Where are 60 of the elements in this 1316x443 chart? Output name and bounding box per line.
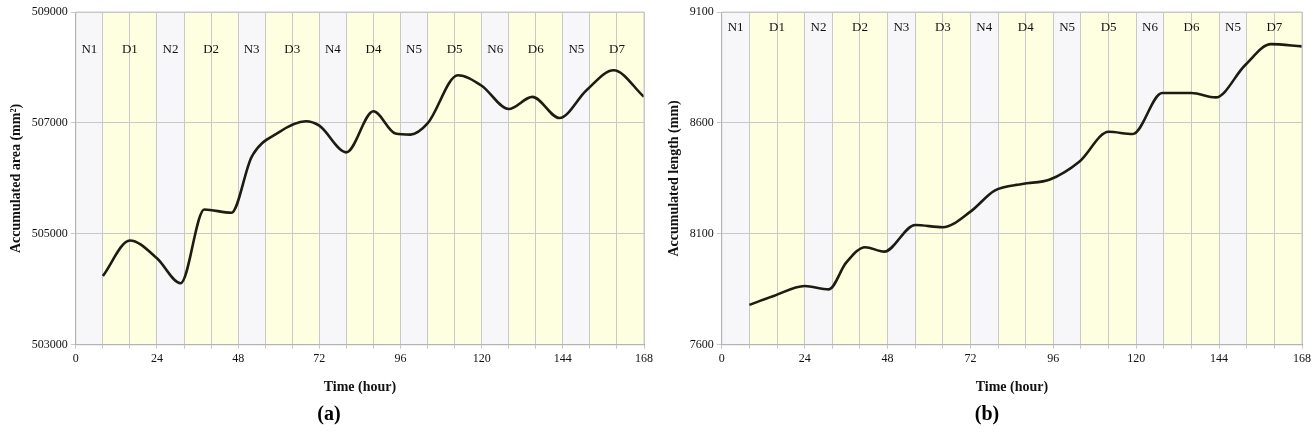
y-tick-label: 8600 — [689, 115, 714, 130]
line-series — [748, 42, 1302, 307]
band-label: D4 — [365, 41, 382, 57]
text: (b) — [973, 402, 1001, 425]
band-label: N3 — [893, 19, 910, 35]
band-label: D5 — [446, 41, 463, 57]
y-tick-label: 503000 — [31, 336, 68, 351]
band-label: D1 — [769, 19, 785, 35]
band-label: D7 — [609, 41, 626, 57]
band-label: D3 — [934, 19, 951, 35]
band-label: D4 — [1017, 19, 1035, 35]
x-tick-label: 120 — [1127, 351, 1146, 366]
x-tick-label: 120 — [472, 351, 491, 366]
band-label: D6 — [1183, 19, 1200, 35]
band-label: D2 — [852, 19, 868, 35]
x-tick-label: 144 — [553, 351, 572, 366]
x-tick-label: 24 — [798, 351, 811, 366]
band-label: N6 — [1142, 19, 1159, 35]
band-label: D2 — [203, 41, 220, 57]
band-label: N2 — [810, 19, 827, 35]
x-tick-label: 0 — [718, 351, 725, 366]
x-axis-title: Time (hour) — [323, 379, 397, 396]
x-tick-label: 72 — [964, 351, 977, 366]
y-tick-label: 505000 — [31, 226, 68, 241]
band-label: N5 — [568, 41, 585, 57]
band-label: N1 — [81, 41, 98, 57]
y-tick-label: 509000 — [31, 4, 68, 19]
y-tick-label: 8100 — [689, 226, 714, 241]
y-tick-label: 7600 — [689, 336, 714, 351]
x-tick-label: 0 — [72, 351, 79, 366]
band-label: N4 — [976, 19, 993, 35]
x-tick-label: 48 — [232, 351, 245, 366]
band-label: N5 — [1059, 19, 1076, 35]
text: (a) — [316, 402, 342, 425]
band-label: D7 — [1266, 19, 1283, 35]
band-label: D6 — [527, 41, 545, 57]
x-tick-label: 96 — [394, 351, 407, 366]
band-label: N5 — [406, 41, 422, 57]
x-tick-label: 96 — [1047, 351, 1060, 366]
x-tick-label: 168 — [635, 351, 653, 366]
band-label: D3 — [284, 41, 301, 57]
band-label: N2 — [162, 41, 179, 57]
y-axis-title: Accumulated area (mm²) — [8, 103, 25, 254]
x-axis-title: Time (hour) — [975, 379, 1049, 396]
y-axis-title: Accumulated length (mm) — [666, 99, 683, 257]
y-tick-label: 507000 — [31, 115, 68, 130]
x-tick-label: 24 — [150, 351, 163, 366]
band-label: N4 — [324, 41, 342, 57]
x-tick-label: 144 — [1210, 351, 1229, 366]
x-tick-label: 48 — [881, 351, 894, 366]
band-label: N5 — [1224, 19, 1241, 35]
band-label: N1 — [727, 19, 744, 35]
band-label: D1 — [121, 41, 138, 57]
x-tick-label: 168 — [1293, 351, 1311, 366]
x-tick-label: 72 — [313, 351, 326, 366]
band-label: D5 — [1100, 19, 1117, 35]
band-label: N6 — [487, 41, 504, 57]
line-series — [101, 68, 644, 285]
band-label: N3 — [243, 41, 260, 57]
y-tick-label: 9100 — [689, 4, 714, 19]
